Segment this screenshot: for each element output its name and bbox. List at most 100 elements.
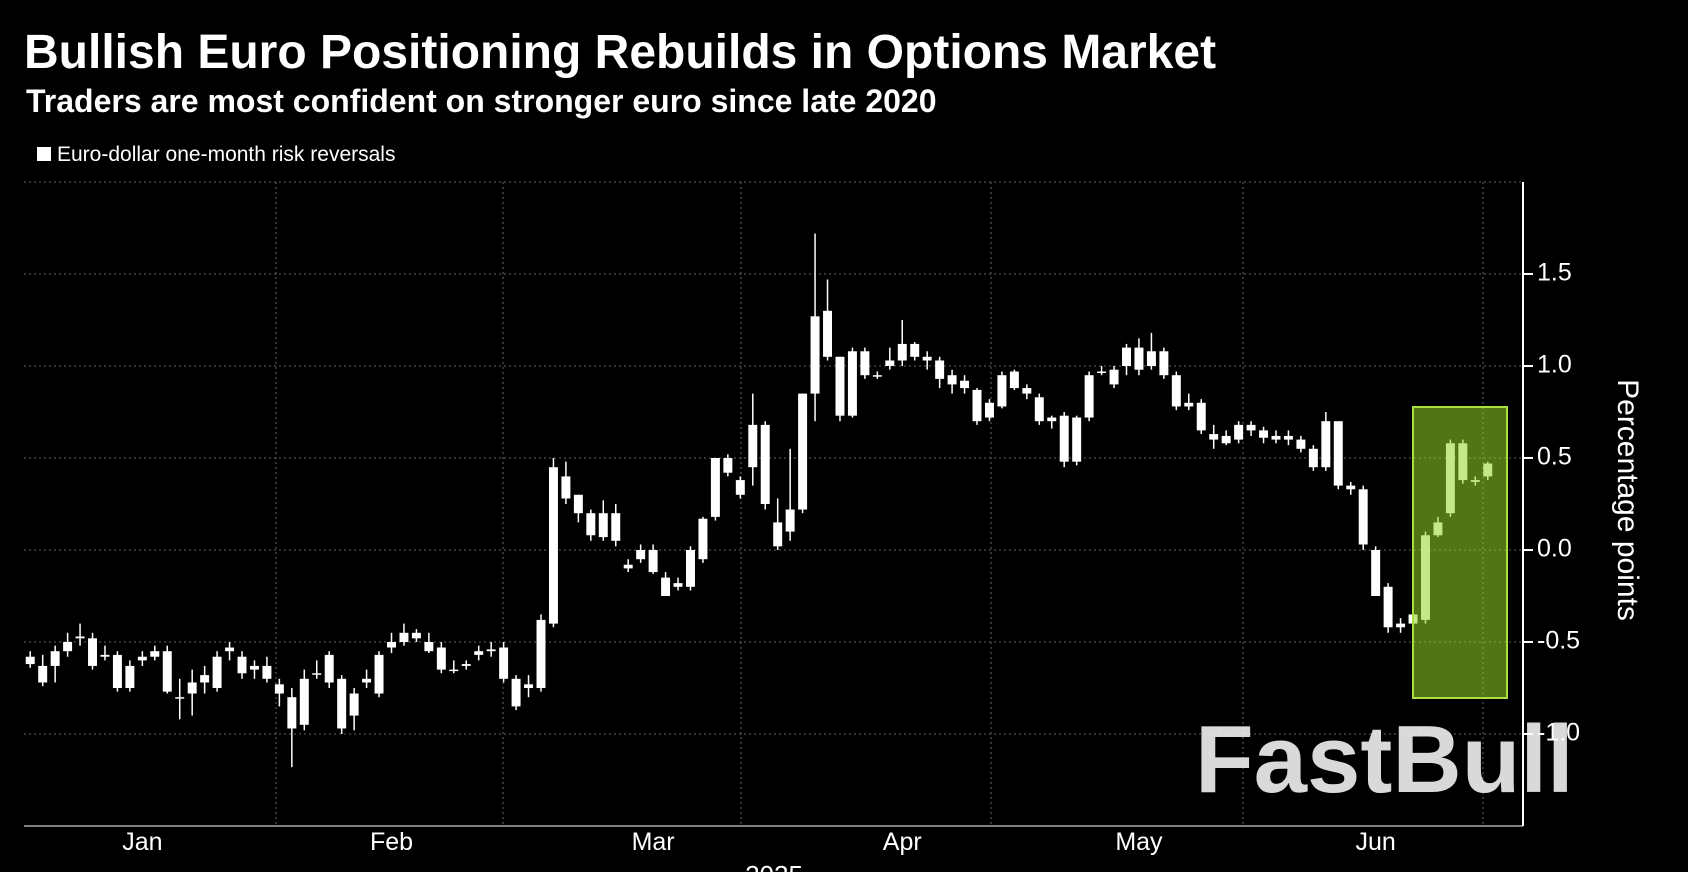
candle xyxy=(511,675,521,711)
candle xyxy=(1097,366,1107,376)
candle xyxy=(1022,384,1032,400)
candle-body xyxy=(137,656,147,661)
candle-body xyxy=(249,665,259,670)
candle xyxy=(1358,485,1368,550)
y-tick-label: 1.5 xyxy=(1537,259,1572,287)
candle-body xyxy=(1184,402,1194,407)
candle xyxy=(748,393,758,486)
candle-body xyxy=(1097,371,1107,374)
candle xyxy=(1246,421,1256,436)
candle-body xyxy=(75,636,85,639)
candle-body xyxy=(187,682,197,694)
candle-body xyxy=(823,310,833,357)
candle-body xyxy=(910,343,920,357)
candle xyxy=(810,233,820,422)
candle-body xyxy=(324,654,334,683)
candle xyxy=(225,642,235,661)
candle xyxy=(262,656,272,683)
candle-body xyxy=(374,654,384,694)
candle xyxy=(399,623,409,646)
candle xyxy=(474,645,484,661)
candle xyxy=(922,351,932,370)
candle xyxy=(835,356,845,422)
candle-body xyxy=(287,697,297,729)
candle-body xyxy=(38,665,48,683)
candle xyxy=(1072,415,1082,466)
candle-body xyxy=(1283,435,1293,440)
candle xyxy=(187,669,197,716)
candle xyxy=(175,678,185,720)
candle-body xyxy=(399,632,409,642)
watermark: FastBull xyxy=(1195,706,1574,813)
candle-body xyxy=(63,642,73,652)
candle-body xyxy=(1059,415,1069,462)
candle-body xyxy=(112,654,122,688)
candle-body xyxy=(1196,402,1206,431)
candle-body xyxy=(1221,435,1231,444)
candle xyxy=(1059,412,1069,468)
candle xyxy=(150,645,160,661)
candle-body xyxy=(362,678,372,683)
candle xyxy=(1283,430,1293,446)
candle-body xyxy=(810,316,820,394)
candle xyxy=(773,498,783,550)
candle xyxy=(611,504,621,547)
candle xyxy=(337,675,347,734)
candle-body xyxy=(262,665,272,679)
y-tick-label: -1.0 xyxy=(1537,719,1580,747)
candle xyxy=(1159,347,1169,379)
candle-body xyxy=(349,693,359,716)
y-tick-label: 0.0 xyxy=(1537,535,1572,563)
candle-body xyxy=(1333,421,1343,486)
candle xyxy=(648,544,658,574)
candle-body xyxy=(798,393,808,510)
candle-body xyxy=(860,351,870,376)
candle xyxy=(573,494,583,523)
candle-body xyxy=(162,651,172,692)
candle xyxy=(312,660,322,679)
candle xyxy=(1109,366,1119,389)
candle xyxy=(935,356,945,389)
candle xyxy=(548,458,558,628)
candle-body xyxy=(773,522,783,547)
candle-body xyxy=(1371,550,1381,596)
candle xyxy=(200,665,210,694)
candle-body xyxy=(1271,435,1281,440)
candle xyxy=(760,421,770,510)
candle-body xyxy=(1346,485,1356,490)
candle-body xyxy=(1209,434,1219,440)
candle xyxy=(1034,393,1044,425)
candle xyxy=(860,347,870,379)
candle-body xyxy=(972,389,982,422)
candle-body xyxy=(474,651,484,655)
candle-body xyxy=(1084,375,1094,418)
candle xyxy=(274,678,284,707)
candle xyxy=(636,544,646,563)
candle-body xyxy=(1072,417,1082,462)
candle-body xyxy=(698,518,708,560)
candle xyxy=(1259,426,1269,444)
candle-body xyxy=(947,375,957,385)
candle xyxy=(499,642,509,683)
candle-body xyxy=(125,665,135,688)
candle xyxy=(997,371,1007,409)
candle xyxy=(362,669,372,688)
candle xyxy=(1171,371,1181,411)
candle-body xyxy=(1134,347,1144,370)
candle-body xyxy=(785,509,795,532)
candle xyxy=(798,393,808,514)
candle-body xyxy=(499,647,509,679)
candle-body xyxy=(150,651,160,657)
candle-body xyxy=(997,375,1007,407)
candle-body xyxy=(984,402,994,418)
candle-body xyxy=(1109,369,1119,385)
candle xyxy=(1234,421,1244,444)
candle-body xyxy=(1159,351,1169,376)
candle xyxy=(524,675,534,698)
candle xyxy=(324,651,334,688)
candle xyxy=(1333,421,1343,490)
candle xyxy=(586,509,596,541)
candle-body xyxy=(511,678,521,707)
candle-body xyxy=(424,642,434,652)
candle xyxy=(50,645,60,683)
